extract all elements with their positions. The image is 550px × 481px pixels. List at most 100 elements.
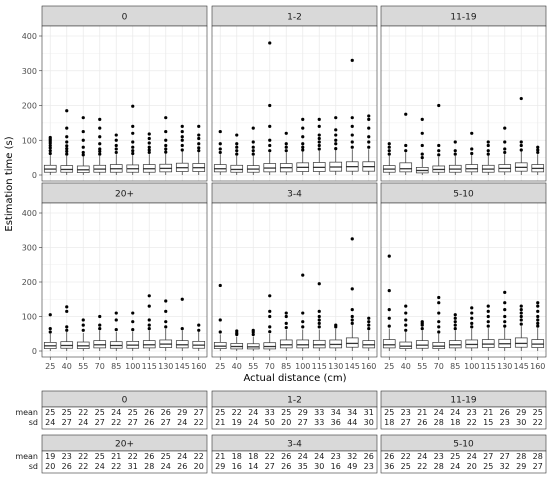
box-70 xyxy=(263,294,277,351)
outlier-point xyxy=(404,318,408,322)
box-70 xyxy=(432,103,446,175)
outlier-point xyxy=(81,323,85,327)
outlier-point xyxy=(65,328,69,332)
outlier-point xyxy=(486,143,490,148)
sd-value: 30 xyxy=(314,462,324,471)
outlier-point xyxy=(486,320,490,324)
box-130 xyxy=(329,116,343,175)
outlier-point xyxy=(197,149,201,153)
mean-value: 29 xyxy=(177,408,187,417)
outlier-point xyxy=(404,304,408,308)
outlier-point xyxy=(317,136,321,141)
sd-value: 27 xyxy=(265,462,275,471)
outlier-point xyxy=(536,314,540,319)
mean-value: 26 xyxy=(144,452,154,461)
outlier-point xyxy=(164,325,168,329)
sd-value: 30 xyxy=(364,418,374,427)
outlier-point xyxy=(420,117,424,121)
x-axis-title: Actual distance (cm) xyxy=(243,373,346,384)
outlier-point xyxy=(147,318,151,322)
x-tick-label: 85 xyxy=(111,362,121,371)
outlier-point xyxy=(519,304,523,308)
outlier-point xyxy=(48,330,52,334)
outlier-point xyxy=(350,133,354,137)
table-panel-border xyxy=(41,450,208,474)
outlier-point xyxy=(536,309,540,313)
outlier-point xyxy=(519,140,523,144)
outlier-point xyxy=(334,142,338,146)
outlier-point xyxy=(301,311,305,315)
sd-value: 24 xyxy=(248,418,258,427)
outlier-point xyxy=(420,143,424,148)
box-130 xyxy=(329,323,343,351)
mean-value: 25 xyxy=(95,452,105,461)
box-100 xyxy=(465,131,479,175)
panel-background xyxy=(212,203,377,357)
y-tick-label: 300 xyxy=(22,244,37,253)
mean-value: 23 xyxy=(62,452,72,461)
outlier-point xyxy=(235,133,239,137)
outlier-point xyxy=(317,325,321,329)
outlier-point xyxy=(284,131,288,135)
outlier-point xyxy=(218,330,222,334)
sd-value: 18 xyxy=(450,418,460,427)
sd-value: 29 xyxy=(215,462,225,471)
mean-value: 21 xyxy=(417,408,427,417)
outlier-point xyxy=(251,126,255,130)
outlier-point xyxy=(367,135,371,139)
mean-value: 25 xyxy=(161,452,171,461)
x-tick-label: 70 xyxy=(265,362,275,371)
facet-panel: 0 0 100 200 300 400 xyxy=(22,5,208,182)
outlier-point xyxy=(317,314,321,319)
box-160 xyxy=(192,124,206,175)
outlier-point xyxy=(197,146,201,150)
mean-value: 26 xyxy=(364,452,374,461)
mean-value: 25 xyxy=(45,408,55,417)
sd-value: 20 xyxy=(281,418,291,427)
outlier-point xyxy=(268,103,272,108)
panel-background xyxy=(381,26,546,181)
box-iqr xyxy=(263,342,277,350)
outlier-point xyxy=(65,144,69,148)
outlier-point xyxy=(536,318,540,322)
outlier-point xyxy=(235,145,239,149)
outlier-point xyxy=(131,104,135,108)
x-tick-label: 40 xyxy=(401,362,411,371)
outlier-point xyxy=(334,146,338,151)
mean-value: 31 xyxy=(364,408,374,417)
outlier-point xyxy=(367,126,371,130)
sd-value: 25 xyxy=(483,462,493,471)
box-iqr xyxy=(345,337,359,348)
box-115 xyxy=(142,132,156,175)
x-tick-label: 130 xyxy=(328,362,343,371)
mean-value: 18 xyxy=(248,452,258,461)
sd-value: 28 xyxy=(434,418,444,427)
outlier-point xyxy=(284,314,288,319)
sd-value: 21 xyxy=(215,418,225,427)
box-55 xyxy=(246,328,260,351)
y-tick-label: 300 xyxy=(22,67,37,76)
outlier-point xyxy=(519,318,523,322)
mean-value: 29 xyxy=(298,408,308,417)
x-tick-label: 145 xyxy=(175,362,190,371)
outlier-point xyxy=(218,147,222,151)
outlier-point xyxy=(147,304,151,308)
outlier-point xyxy=(197,133,201,137)
outlier-point xyxy=(301,126,305,130)
mean-value: 24 xyxy=(298,452,308,461)
outlier-point xyxy=(180,148,184,152)
x-tick-label: 85 xyxy=(281,362,291,371)
outlier-point xyxy=(404,149,408,153)
outlier-point xyxy=(317,117,321,121)
box-40 xyxy=(230,133,244,175)
outlier-point xyxy=(235,142,239,146)
box-145 xyxy=(175,297,189,351)
outlier-point xyxy=(180,297,184,301)
x-tick-label: 130 xyxy=(158,362,173,371)
box-160 xyxy=(192,323,206,351)
mean-value: 27 xyxy=(500,452,510,461)
sd-value: 24 xyxy=(177,418,187,427)
outlier-point xyxy=(301,142,305,146)
box-85 xyxy=(109,133,123,175)
outlier-point xyxy=(453,140,457,144)
